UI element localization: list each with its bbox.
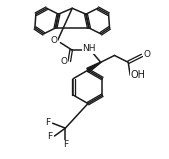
Text: OH: OH [130,70,146,80]
Text: NH: NH [82,44,96,53]
Text: O: O [61,57,68,66]
Text: O: O [143,50,150,59]
Text: F: F [45,118,50,127]
Text: O: O [50,36,57,45]
Text: F: F [47,132,52,142]
Polygon shape [87,62,101,72]
Text: F: F [63,140,68,149]
